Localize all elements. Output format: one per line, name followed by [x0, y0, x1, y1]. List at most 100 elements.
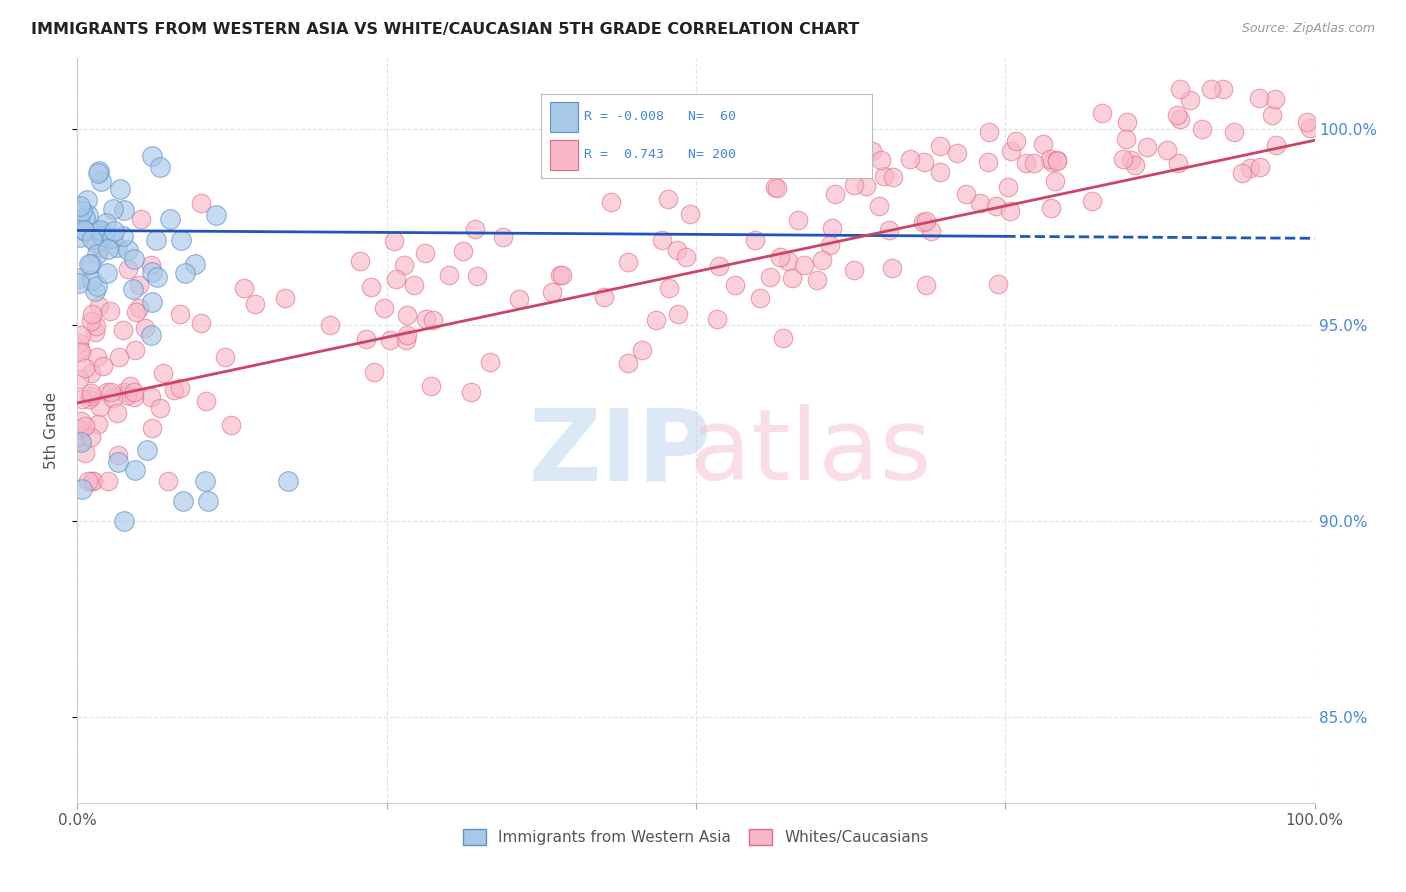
Point [1239, 161, 1261, 175]
Point [84, 235, 107, 250]
Point [169, 307, 191, 321]
Point [1043, 174, 1066, 188]
Point [67, 434, 90, 448]
Point [107, 448, 129, 462]
Point [1014, 155, 1036, 169]
Point [392, 258, 415, 272]
Point [87, 417, 110, 432]
Point [806, 272, 828, 286]
Point [80, 430, 103, 444]
Point [911, 215, 934, 229]
Point [100, 385, 122, 400]
Point [870, 153, 893, 167]
Point [997, 179, 1019, 194]
Point [707, 260, 730, 274]
Point [786, 212, 808, 227]
Bar [550, 103, 578, 132]
Point [872, 169, 894, 183]
Point [139, 328, 162, 343]
Bar [550, 140, 578, 169]
Point [508, 292, 530, 306]
Point [1136, 140, 1159, 154]
Point [725, 158, 748, 172]
Point [1116, 115, 1139, 129]
Point [105, 406, 128, 420]
Point [1166, 108, 1188, 122]
Point [221, 417, 243, 432]
Point [184, 257, 207, 271]
Point [172, 494, 194, 508]
Point [141, 264, 163, 278]
Point [1223, 125, 1246, 139]
Point [80, 231, 103, 245]
Point [1168, 112, 1191, 127]
Point [977, 125, 1000, 139]
Point [129, 212, 152, 227]
Point [657, 192, 679, 206]
Point [645, 312, 668, 326]
Point [80, 389, 103, 403]
Point [724, 277, 747, 292]
Point [1296, 114, 1319, 128]
Text: R =  0.743   N= 200: R = 0.743 N= 200 [585, 148, 737, 161]
Point [117, 243, 139, 257]
Point [124, 343, 146, 357]
Point [1046, 153, 1069, 167]
Point [77, 256, 100, 270]
Point [868, 199, 890, 213]
Point [105, 240, 128, 254]
Point [107, 455, 129, 469]
Point [1080, 194, 1102, 209]
Point [1115, 132, 1137, 146]
Point [929, 139, 952, 153]
Point [128, 277, 150, 292]
Point [101, 202, 124, 216]
Point [1156, 143, 1178, 157]
Point [274, 291, 297, 305]
Point [617, 254, 640, 268]
Point [112, 202, 135, 217]
Point [120, 379, 142, 393]
Point [439, 268, 461, 283]
Point [87, 166, 110, 180]
Point [759, 270, 782, 285]
Point [1091, 106, 1114, 120]
Point [97, 475, 120, 489]
Point [89, 222, 111, 236]
Point [844, 263, 866, 277]
Point [945, 146, 967, 161]
Point [86, 319, 108, 334]
Point [1000, 144, 1022, 158]
Point [80, 386, 103, 401]
Point [395, 334, 418, 348]
Point [1212, 82, 1234, 96]
Point [69, 422, 91, 436]
Point [80, 314, 103, 328]
Point [115, 388, 138, 402]
Point [152, 366, 174, 380]
Point [86, 247, 108, 261]
Point [97, 243, 120, 257]
Point [855, 179, 877, 194]
Point [548, 268, 571, 282]
Point [73, 222, 96, 236]
Text: ZIP: ZIP [529, 404, 711, 501]
Point [86, 279, 108, 293]
Point [86, 350, 108, 364]
Point [70, 328, 93, 343]
Point [787, 155, 810, 169]
Point [1167, 155, 1189, 169]
Point [395, 308, 418, 322]
Point [67, 212, 90, 227]
Point [82, 475, 104, 489]
Point [70, 482, 93, 496]
Point [76, 193, 98, 207]
Point [122, 390, 145, 404]
Point [1005, 134, 1028, 148]
Point [1201, 82, 1223, 96]
Point [90, 174, 112, 188]
Point [617, 356, 640, 370]
Point [1180, 94, 1202, 108]
Point [1232, 166, 1254, 180]
Point [666, 243, 689, 257]
